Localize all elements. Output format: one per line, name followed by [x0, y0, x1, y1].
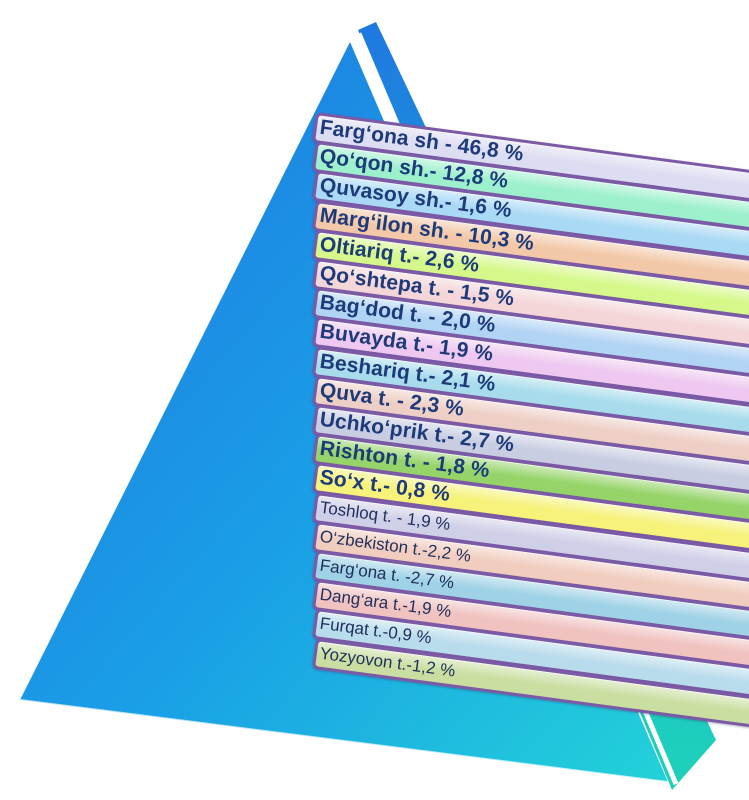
- pyramid-base-edge: [19, 699, 669, 783]
